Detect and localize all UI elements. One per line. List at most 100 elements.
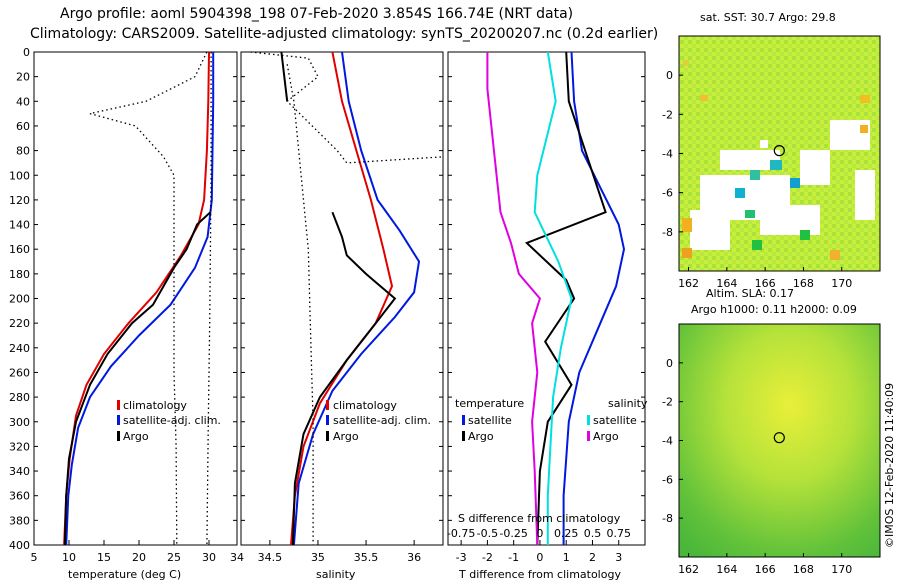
legend-swatch-argo <box>326 431 329 441</box>
legend-label-climatology: climatology <box>333 399 397 412</box>
y-tick-label: 320 <box>9 440 30 453</box>
sla-map-subtitle: Argo h1000: 0.11 h2000: 0.09 <box>691 303 857 316</box>
x-tick-label: -1 <box>508 551 519 564</box>
series-line-argo-near-surface <box>280 51 289 102</box>
x-tick-label: 0 <box>536 551 543 564</box>
s-diff-tick-label: -0.25 <box>499 527 527 540</box>
sla-map: Altim. SLA: 0.17 Argo h1000: 0.11 h2000:… <box>662 287 881 576</box>
x-tick-label: 1 <box>563 551 570 564</box>
s-diff-tick-label: 0.5 <box>584 527 602 540</box>
sst-pixel-patch <box>700 95 708 101</box>
sst-pixel-patch <box>790 178 800 188</box>
series-line-clim-std-upper <box>206 52 212 546</box>
legend-swatch-s-argo <box>587 431 590 441</box>
s-diff-tick-label: 0.75 <box>606 527 631 540</box>
y-tick-label: 200 <box>9 293 30 306</box>
map-x-tick-label: 170 <box>831 563 852 576</box>
title-line1: Argo profile: aoml 5904398_198 07-Feb-20… <box>60 6 574 22</box>
sst-pixel-patch <box>720 150 780 170</box>
argo-position-marker <box>773 145 785 157</box>
sst-pixel-patch <box>830 250 840 260</box>
map-y-tick-label: -8 <box>662 226 673 239</box>
legend-label-satellite: satellite-adj. clim. <box>123 414 221 427</box>
x-tick-label: 5 <box>31 551 38 564</box>
sst-pixel-patch <box>735 188 745 198</box>
series-line-satellite-adj-clim- <box>292 51 421 546</box>
s-diff-tick-label: 0.25 <box>554 527 579 540</box>
series-line-satellite-adj-clim- <box>65 52 215 546</box>
legend-title-salinity: salinity <box>608 397 648 410</box>
map-x-tick-label: 168 <box>793 277 814 290</box>
s-diff-tick-label: -0.5 <box>477 527 498 540</box>
legend-label-s-satellite: satellite <box>593 414 637 427</box>
y-tick-label: 300 <box>9 416 30 429</box>
legend-swatch-argo <box>117 431 120 441</box>
legend-label-satellite: satellite-adj. clim. <box>333 414 431 427</box>
s-difference-title: S difference from climatology <box>458 512 621 525</box>
y-tick-label: 340 <box>9 465 30 478</box>
salinity-panel-frame <box>240 51 444 546</box>
legend-label-s-argo: Argo <box>593 430 619 443</box>
sst-pixel-patch <box>690 210 730 250</box>
salinity-legend: climatology satellite-adj. clim. Argo <box>326 399 431 443</box>
map-y-tick-label: 0 <box>666 69 673 82</box>
sst-map-title: sat. SST: 30.7 Argo: 29.8 <box>700 11 836 24</box>
sst-pixel-patch <box>760 140 768 148</box>
temperature-legend: climatology satellite-adj. clim. Argo <box>117 399 221 443</box>
legend-label-t-satellite: satellite <box>468 414 512 427</box>
map-y-tick-label: -8 <box>662 512 673 525</box>
series-line-climatology <box>290 51 394 546</box>
map-x-tick-label: 162 <box>678 563 699 576</box>
y-tick-label: 120 <box>9 194 30 207</box>
sst-pixel-patch <box>750 170 760 180</box>
series-line-s-satellite <box>533 51 573 545</box>
x-tick-label: 10 <box>62 551 76 564</box>
y-tick-label: 140 <box>9 219 30 232</box>
x-tick-label: 3 <box>615 551 622 564</box>
argo-position-marker <box>773 432 785 444</box>
sst-pixel-patch <box>860 95 870 103</box>
y-tick-label: 240 <box>9 342 30 355</box>
x-tick-label: 20 <box>132 551 146 564</box>
map-x-tick-label: 168 <box>793 563 814 576</box>
series-line-clim-std-inner <box>286 64 314 545</box>
map-y-tick-label: 0 <box>666 357 673 370</box>
sst-pixel-patch <box>855 170 875 220</box>
x-tick-label: -2 <box>482 551 493 564</box>
y-tick-label: 20 <box>16 71 30 84</box>
series-line-argo <box>291 211 397 546</box>
series-line-clim-std-lower <box>89 51 208 546</box>
sst-pixel-patch <box>860 125 868 133</box>
y-tick-label: 220 <box>9 317 30 330</box>
temperature-panel-frame <box>33 51 238 546</box>
y-tick-label: 180 <box>9 268 30 281</box>
series-line-s-argo <box>486 52 542 546</box>
series-line-argo <box>63 211 212 546</box>
temperature-xlabel: temperature (deg C) <box>68 568 181 580</box>
legend-label-argo: Argo <box>333 430 359 443</box>
legend-swatch-satellite <box>117 415 120 425</box>
y-tick-label: 100 <box>9 169 30 182</box>
x-tick-label: 25 <box>167 551 181 564</box>
map-x-tick-label: 166 <box>755 563 776 576</box>
x-tick-label: 35.5 <box>354 551 379 564</box>
y-tick-label: 360 <box>9 490 30 503</box>
sst-map: sat. SST: 30.7 Argo: 29.8 162 164 166 168 17… <box>662 11 881 290</box>
sst-pixel-patch <box>682 218 692 232</box>
sla-map-field <box>678 323 881 558</box>
map-x-tick-label: 164 <box>716 277 737 290</box>
legend-swatch-t-argo <box>462 431 465 441</box>
legend-swatch-satellite <box>326 415 329 425</box>
map-x-tick-label: 166 <box>755 277 776 290</box>
y-tick-label: 80 <box>16 145 30 158</box>
y-tick-label: 380 <box>9 514 30 527</box>
legend-swatch-climatology <box>117 400 120 410</box>
y-tick-label: 0 <box>23 46 30 59</box>
sst-pixel-patch <box>683 60 689 66</box>
difference-legend: temperature salinity satellite Argo sate… <box>455 397 648 525</box>
sst-pixel-patch <box>770 160 782 170</box>
x-tick-label: 35 <box>311 551 325 564</box>
map-y-tick-label: -4 <box>662 435 673 448</box>
sla-map-title: Altim. SLA: 0.17 <box>706 287 794 300</box>
